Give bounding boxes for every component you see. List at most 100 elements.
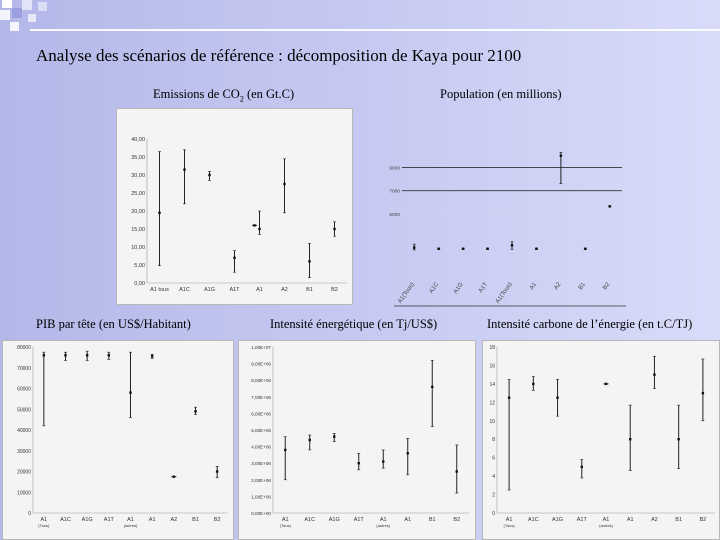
energy-median-marker: [333, 435, 336, 438]
energy-chart: 0,00E+00 1,00E+06 2,00E+06 3,00E+06 4,00E+06…: [238, 340, 476, 540]
co2-y-tick-label: 25,00: [131, 191, 145, 197]
population-median-marker: [413, 246, 416, 249]
carbon-median-marker: [580, 465, 583, 469]
population-median-marker: [584, 247, 587, 250]
population-median-marker: [510, 244, 514, 247]
carbon-x-tick-label: A1C: [528, 517, 539, 523]
energy-x-tick-label: A1: [380, 517, 387, 523]
co2-y-tick-label: 35,00: [131, 155, 145, 161]
co2-y-tick-label: 30,00: [131, 173, 145, 179]
gdp-y-tick-label: 10000: [17, 490, 31, 496]
population-median-marker: [559, 154, 563, 158]
carbon-y-tick-label: 16: [489, 363, 495, 369]
carbon-median-marker: [604, 382, 608, 386]
gdp-chart: 0 10000 20000 30000 40000 50000 60000 70000 8000…: [2, 340, 234, 540]
carbon-median-marker: [556, 396, 559, 399]
population-y-tick-label: 5000: [389, 212, 400, 218]
energy-median-marker: [431, 385, 434, 389]
gdp-median-marker: [194, 410, 197, 413]
co2-median-marker: [308, 260, 311, 263]
population-median-marker: [461, 247, 465, 250]
energy-y-tick-label: 4,00E+06: [251, 445, 271, 450]
co2-y-tick-label: 15,00: [131, 227, 145, 233]
energy-x-tick-note: (autres): [376, 523, 390, 528]
gdp-y-tick-label: 60000: [17, 387, 31, 393]
population-median-marker: [437, 247, 440, 250]
co2-median-marker: [208, 173, 211, 177]
co2-y-tick-label: 0,00: [134, 281, 145, 287]
carbon-x-tick-label: B2: [700, 517, 707, 523]
energy-x-tick-label: A1C: [304, 517, 315, 523]
energy-median-marker: [406, 452, 409, 455]
title-rule: [30, 29, 720, 31]
energy-x-tick-label: A1T: [354, 517, 365, 523]
population-x-tick-label: A1T: [478, 281, 489, 294]
carbon-x-tick-label: A1: [627, 517, 634, 523]
population-x-tick-label: A1(Tous): [495, 282, 514, 305]
carbon-x-tick-label: A1: [603, 517, 610, 523]
gdp-chart-label: PIB par tête (en US$/Habitant): [36, 317, 191, 331]
carbon-x-tick-label: B1: [675, 517, 682, 523]
gdp-y-tick-label: 70000: [17, 366, 31, 372]
energy-y-tick-label: 0,00E+00: [251, 511, 271, 516]
gdp-x-tick-label: A2: [170, 517, 177, 523]
energy-y-tick-label: 2,00E+06: [251, 478, 271, 483]
carbon-x-tick-note: (autres): [599, 523, 613, 528]
energy-y-tick-label: 1,00E+06: [251, 494, 271, 499]
gdp-x-tick-label: A1: [149, 517, 156, 523]
energy-y-tick-label: 5,00E+06: [251, 428, 271, 433]
slide-title: Analyse des scénarios de référence : déc…: [36, 46, 522, 65]
co2-y-tick-label: 5,00: [134, 263, 145, 269]
gdp-y-tick-label: 50000: [17, 407, 31, 413]
co2-median-marker: [283, 182, 286, 186]
co2-median-marker: [183, 168, 186, 171]
population-chart-label: Population (en millions): [440, 87, 562, 101]
carbon-median-marker: [701, 391, 705, 395]
carbon-y-tick-label: 8: [492, 437, 495, 443]
population-x-tick-label: A1C: [429, 281, 441, 295]
co2-median-marker: [253, 224, 256, 227]
energy-y-tick-label: 8,00E+06: [251, 378, 271, 383]
energy-y-tick-label: 1,00E+07: [251, 345, 271, 350]
co2-x-tick-label: B2: [331, 287, 338, 293]
gdp-x-tick-label: B1: [192, 517, 199, 523]
carbon-y-tick-label: 18: [489, 345, 495, 351]
carbon-y-tick-label: 4: [492, 474, 495, 480]
energy-x-tick-label: A1: [282, 517, 289, 523]
population-x-tick-label: A1(Tous): [397, 282, 416, 305]
co2-label-unit: (en Gt.C): [243, 87, 295, 101]
carbon-chart-label: Intensité carbone de l’énergie (en t.C/T…: [487, 317, 693, 331]
energy-x-tick-label: A1G: [329, 517, 340, 523]
population-median-marker: [608, 205, 611, 208]
co2-x-tick-label: A1 tous: [150, 287, 169, 293]
gdp-x-tick-note: (Tous): [38, 523, 50, 528]
gdp-x-tick-label: A1T: [104, 517, 115, 523]
gdp-y-tick-label: 20000: [17, 470, 31, 476]
carbon-y-tick-label: 10: [489, 419, 495, 425]
population-x-tick-label: B1: [578, 281, 588, 291]
energy-y-tick-label: 6,00E+06: [251, 411, 271, 416]
carbon-median-marker: [653, 373, 656, 376]
co2-y-tick-label: 10,00: [131, 245, 145, 251]
gdp-x-tick-note: (autres): [124, 523, 138, 528]
gdp-median-marker: [64, 354, 67, 357]
energy-x-tick-note: (Tous): [280, 523, 292, 528]
corner-decoration: [0, 0, 47, 31]
carbon-y-tick-label: 12: [489, 400, 495, 406]
gdp-x-tick-label: A1: [40, 517, 47, 523]
carbon-y-tick-label: 0: [492, 511, 495, 517]
population-x-tick-label: A1G: [453, 281, 465, 295]
gdp-median-marker: [215, 470, 219, 473]
energy-median-marker: [308, 438, 311, 442]
gdp-median-marker: [42, 354, 46, 357]
population-x-tick-label: A2: [553, 281, 563, 291]
co2-median-marker: [258, 227, 261, 231]
gdp-x-tick-label: B2: [214, 517, 221, 523]
gdp-median-marker: [129, 391, 132, 394]
energy-y-tick-label: 3,00E+06: [251, 461, 271, 466]
carbon-median-marker: [532, 382, 535, 386]
population-chart: 5000 7000 9000 A1(Tous) A1C A1G A1T A1(Tous) A1 A…: [372, 128, 630, 308]
carbon-median-marker: [629, 438, 632, 441]
population-median-marker: [535, 247, 538, 250]
carbon-x-tick-note: (Tous): [504, 523, 516, 528]
